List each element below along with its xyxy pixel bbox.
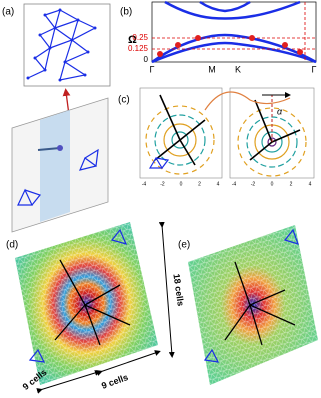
lattice-c (148, 156, 170, 169)
bands (151, 0, 317, 64)
tick-label: -2 (160, 181, 165, 187)
tick-label: 0.125 (128, 44, 149, 53)
inset-box (23, 3, 111, 87)
lattice-e (203, 228, 299, 363)
panel-label: (c) (118, 95, 130, 106)
size-label: 9 cells (100, 372, 129, 391)
lattice-inset (26, 8, 97, 82)
tick-label: 2 (290, 181, 293, 187)
panel-label: (b) (120, 7, 132, 18)
tick-label: 0 (180, 181, 183, 187)
tick-label: 0 (271, 181, 274, 187)
panel-label: (e) (178, 240, 190, 251)
guide-lines (152, 2, 316, 62)
tick-label: 2 (198, 181, 201, 187)
mesh-grid-e (188, 225, 318, 385)
tick-label: 4 (309, 181, 312, 187)
axis-label: Ω (128, 34, 137, 46)
connector (204, 91, 291, 111)
bonds-d (54, 259, 131, 346)
bonds-e (224, 261, 296, 346)
tick-label: -2 (251, 181, 256, 187)
size-arrow (158, 221, 175, 358)
panel-label: (d) (6, 240, 18, 251)
panel-label: (a) (2, 7, 14, 18)
angle-label: α (277, 106, 283, 116)
bonds-c (154, 94, 301, 166)
tick-label: Γ (312, 64, 317, 74)
crossings (157, 35, 303, 57)
strip (40, 110, 70, 222)
tick-label: -4 (142, 181, 147, 187)
tick-label: 0 (144, 55, 149, 64)
tick-label: -4 (232, 181, 237, 187)
tick-label: M (208, 64, 216, 74)
bond (37, 147, 61, 151)
tick-label: 4 (217, 181, 220, 187)
plot-frame (151, 1, 317, 63)
site (57, 145, 63, 151)
tick-row: -4 -2 0 2 4 -4 -2 0 2 4 (142, 181, 312, 187)
tick-label: K (235, 64, 241, 74)
size-arrow (36, 370, 101, 394)
lattice-plane (17, 148, 99, 206)
tick-label: Γ (150, 64, 155, 74)
size-label: 18 cells (171, 273, 185, 307)
tick-label: 0.25 (132, 33, 148, 42)
size-arrow (96, 350, 161, 376)
lattice-d (28, 228, 128, 363)
